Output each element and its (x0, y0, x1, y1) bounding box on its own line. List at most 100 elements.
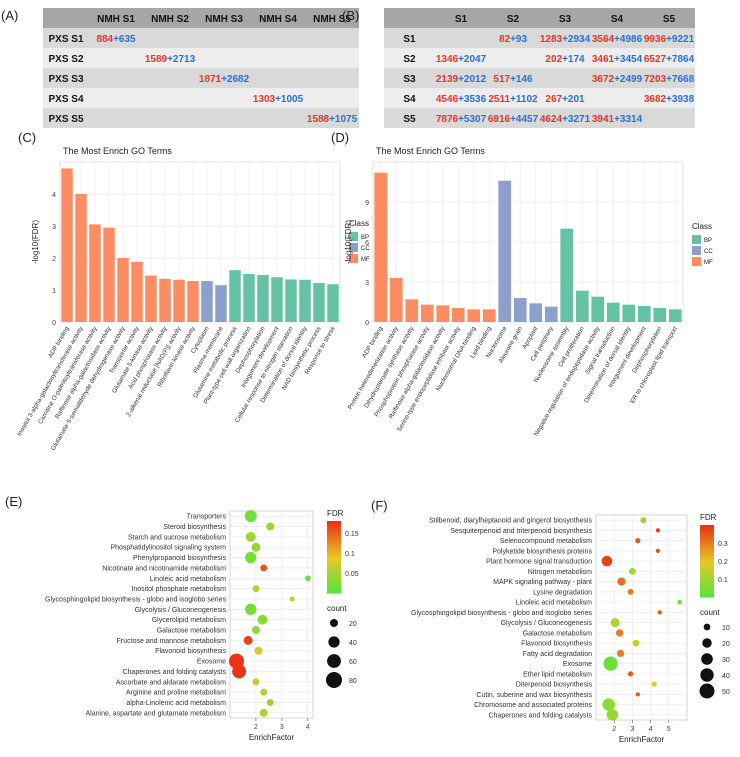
value-sep: + (562, 34, 568, 45)
value-sep: + (614, 114, 620, 125)
fdr-gradient-step (327, 569, 341, 572)
row-header: PXS S2 (48, 54, 83, 65)
count-legend-label: 20 (349, 621, 357, 628)
bubble (251, 626, 260, 635)
y-tick-label: Flavonoid biosynthesis (521, 641, 592, 648)
fdr-gradient-step (327, 581, 341, 584)
bubble-chart-5: (F) 2 3 4 5 Stilbenoid, diarylheptanoid and g… (371, 498, 730, 744)
legend-label: CC (361, 246, 370, 252)
fdr-legend-title: FDR (327, 509, 344, 518)
bubble (243, 635, 253, 645)
value-sep: + (614, 34, 620, 45)
bubble (260, 564, 268, 572)
y-tick-label: Linoleic acid metabolism (150, 576, 226, 583)
value-b: 2682 (227, 74, 250, 85)
bar (451, 308, 465, 322)
y-tick-label: Inositol phosphate metabolism (131, 586, 226, 593)
y-tick-label: Arginine and proline metabolism (126, 690, 226, 697)
fdr-gradient-step (327, 589, 341, 592)
bar (201, 281, 213, 322)
fdr-gradient-step (327, 525, 341, 528)
bar (173, 279, 185, 322)
bar (243, 274, 255, 322)
y-tick-label: MAPK signaling pathway - plant (493, 579, 592, 586)
fdr-gradient-step (327, 559, 341, 562)
legend-swatch (349, 232, 358, 241)
value-a: 1589 (145, 54, 168, 65)
value-b: 9221 (672, 34, 695, 45)
bubble (655, 528, 661, 533)
legend-title: Class (692, 222, 712, 231)
bubble (655, 548, 661, 553)
fdr-legend-title: FDR (700, 513, 717, 522)
fdr-tick-label: 0.3 (718, 541, 728, 548)
bar (436, 305, 450, 322)
y-tick-label: Transporters (187, 514, 227, 521)
fdr-gradient-step (327, 549, 341, 552)
bar (131, 261, 143, 322)
y-tick-label: Stilbenoid, diarylheptanoid and gingerol… (429, 518, 593, 525)
fdr-gradient-step (327, 535, 341, 538)
fdr-gradient-step (327, 541, 341, 544)
value-a: 82 (499, 34, 511, 45)
plot-area (59, 161, 341, 323)
legend-swatch (692, 235, 701, 244)
value-a: 3682 (644, 94, 667, 105)
y-tick-label: 2 (52, 256, 56, 263)
value-a: 4624 (540, 114, 563, 125)
table-header (43, 8, 359, 28)
value-b: 7668 (672, 74, 695, 85)
legend-swatch (349, 243, 358, 252)
table-row (43, 48, 359, 68)
fdr-gradient-step (700, 533, 714, 536)
bubble (632, 639, 640, 647)
fdr-gradient-step (327, 527, 341, 530)
fdr-gradient-step (700, 547, 714, 550)
fdr-tick-label: 0.1 (345, 551, 355, 558)
bubble (232, 664, 247, 679)
value-sep: + (562, 114, 568, 125)
table-cell: 3941+3314 (592, 114, 643, 125)
bar (159, 278, 171, 322)
value-sep: + (666, 94, 672, 105)
x-tick-label: Carnitine O-palmitoyltransferase activit… (37, 325, 99, 426)
bar (187, 281, 199, 322)
bubble (260, 688, 268, 696)
y-tick-label: 1 (52, 288, 56, 295)
bar (591, 296, 605, 322)
value-sep: + (458, 74, 464, 85)
bar (513, 298, 527, 322)
bubble (289, 596, 295, 602)
fdr-gradient-step (700, 593, 714, 596)
y-tick-label: Flavonoid biosynthesis (155, 648, 226, 655)
fdr-gradient-step (700, 591, 714, 594)
fdr-gradient-step (700, 555, 714, 558)
bubble (627, 588, 634, 595)
bubble (606, 709, 619, 721)
y-tick-label: Glycosphingolipid biosynthesis - globo a… (45, 596, 226, 603)
row-header: PXS S1 (48, 34, 83, 45)
value-sep: + (562, 94, 568, 105)
value-b: 5307 (464, 114, 487, 125)
row-header: S2 (403, 54, 416, 65)
fdr-gradient-step (327, 573, 341, 576)
fdr-gradient-step (700, 539, 714, 542)
table-row (384, 108, 695, 128)
fdr-gradient-step (327, 533, 341, 536)
fdr-gradient-step (327, 557, 341, 560)
bar (668, 309, 682, 322)
y-axis-label: -log10(FDR) (344, 220, 353, 264)
fdr-gradient-step (700, 541, 714, 544)
value-a: 3564 (592, 34, 615, 45)
table-cell: 2511+1102 (488, 94, 538, 105)
value-a: 4546 (436, 94, 459, 105)
bar (560, 228, 574, 322)
bar (75, 194, 87, 322)
table-cell: 7203+7668 (644, 74, 695, 85)
value-sep: + (666, 54, 672, 65)
fdr-gradient-step (700, 567, 714, 570)
table-cell: 4624+3271 (540, 114, 591, 125)
bubble (627, 671, 634, 677)
value-b: 146 (516, 74, 533, 85)
